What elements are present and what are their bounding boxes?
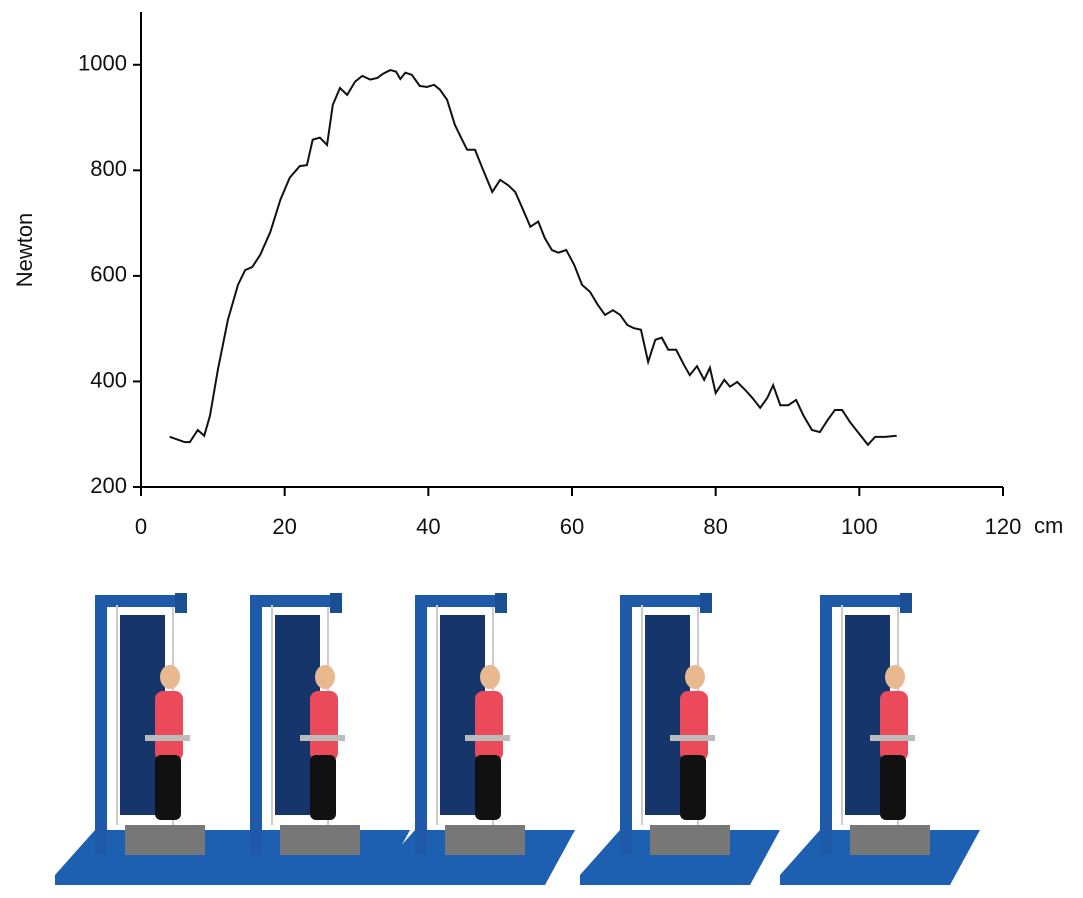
exercise-photo bbox=[780, 593, 980, 885]
x-axis-unit: cm bbox=[1034, 513, 1063, 538]
x-tick-label: 0 bbox=[135, 514, 147, 539]
x-tick-label: 20 bbox=[272, 514, 296, 539]
exercise-photo bbox=[580, 593, 780, 885]
x-tick-label: 100 bbox=[841, 514, 878, 539]
x-tick-label: 120 bbox=[985, 514, 1022, 539]
exercise-photo bbox=[375, 593, 575, 885]
y-tick-label: 800 bbox=[90, 156, 127, 181]
y-tick-label: 200 bbox=[90, 473, 127, 498]
y-axis-label: Newton bbox=[12, 213, 37, 288]
x-tick-label: 40 bbox=[416, 514, 440, 539]
x-tick-label: 80 bbox=[703, 514, 727, 539]
force-line bbox=[169, 68, 897, 447]
y-tick-label: 1000 bbox=[78, 51, 127, 76]
y-tick-label: 400 bbox=[90, 367, 127, 392]
x-tick-label: 60 bbox=[560, 514, 584, 539]
y-tick-label: 600 bbox=[90, 262, 127, 287]
exercise-photo bbox=[55, 593, 255, 885]
